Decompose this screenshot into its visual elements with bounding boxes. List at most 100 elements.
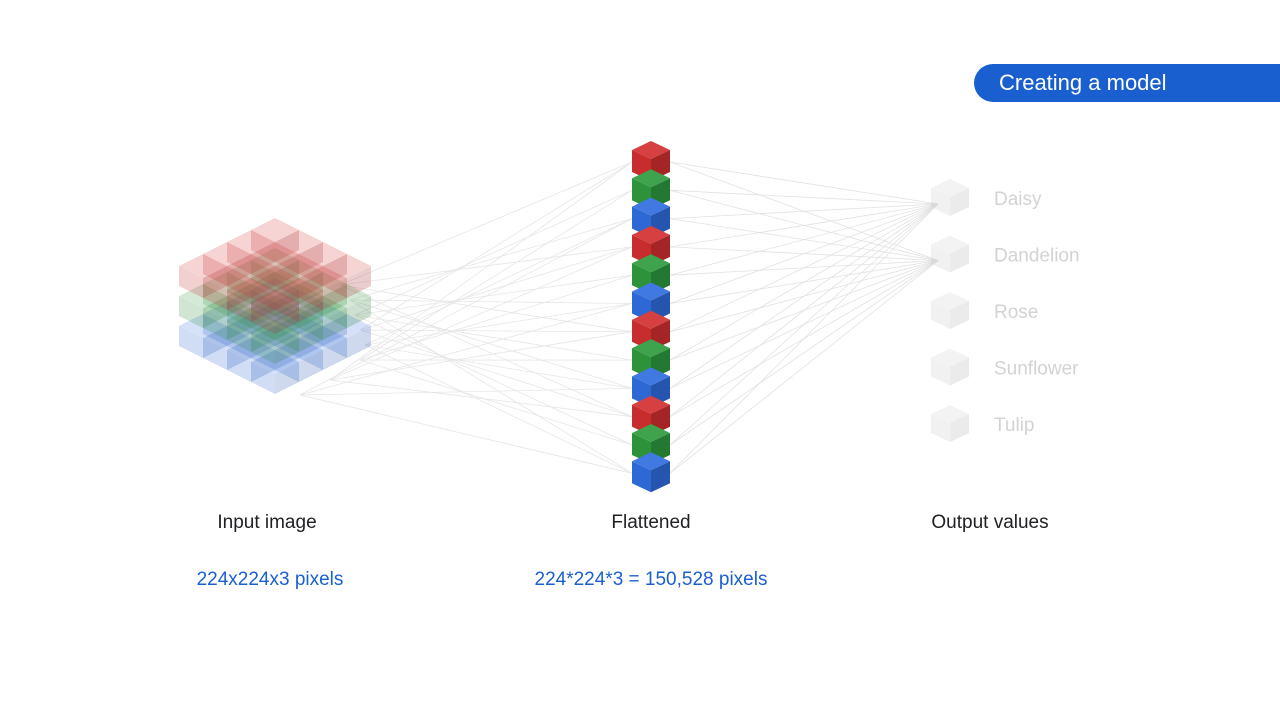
connection-line — [669, 203, 939, 389]
input-pixel-cube — [275, 314, 323, 358]
flattened-size-label: 224*224*3 = 150,528 pixels — [534, 569, 768, 590]
section-title-badge: Creating a model — [974, 64, 1280, 102]
input-pixel-cube — [299, 296, 347, 340]
flattened-column — [632, 141, 670, 493]
connection-line — [669, 161, 939, 205]
input-pixel-cube — [251, 248, 299, 292]
input-pixel-cube — [299, 242, 347, 286]
input-pixel-cube — [179, 254, 227, 298]
input-pixel-cube — [227, 254, 275, 298]
connection-line — [669, 203, 939, 219]
input-image-caption: Input image — [217, 512, 317, 533]
output-class-label: Sunflower — [994, 359, 1079, 380]
connection-line — [359, 359, 633, 446]
input-pixel-cube — [179, 314, 227, 358]
input-pixel-cube — [227, 230, 275, 274]
connection-line — [669, 203, 939, 248]
input-pixel-cube — [203, 296, 251, 340]
output-node-cube — [931, 348, 969, 386]
connection-line — [354, 314, 633, 446]
input-pixel-cube — [251, 290, 299, 334]
input-pixel-cube — [203, 302, 251, 346]
green-channel-layer — [179, 248, 371, 364]
connection-line — [669, 189, 939, 205]
input-pixel-cube — [275, 230, 323, 274]
connection-line — [364, 303, 633, 346]
input-image-cube — [179, 218, 371, 394]
connection-line — [299, 394, 633, 474]
input-pixel-cube — [227, 278, 275, 322]
connection-line — [669, 203, 939, 446]
connection-line — [329, 379, 633, 418]
connection-line — [359, 274, 633, 361]
connection-line — [339, 284, 633, 333]
input-pixel-cube — [251, 320, 299, 364]
connection-line — [359, 329, 633, 418]
input-pixel-cube — [179, 284, 227, 328]
input-pixel-cube — [275, 284, 323, 328]
input-size-label: 224x224x3 pixels — [196, 569, 344, 590]
input-pixel-cube — [275, 278, 323, 322]
output-connection-lines — [669, 161, 939, 474]
connection-line — [669, 203, 939, 474]
connection-line — [669, 260, 939, 474]
connection-line — [359, 189, 633, 361]
input-pixel-cube — [203, 242, 251, 286]
input-pixel-cube — [251, 350, 299, 394]
connection-line — [669, 203, 939, 276]
input-pixel-cube — [227, 338, 275, 382]
connection-line — [359, 161, 633, 331]
input-connection-lines — [299, 161, 633, 474]
input-pixel-cube — [275, 260, 323, 304]
input-pixel-cube — [275, 308, 323, 352]
input-pixel-cube — [251, 278, 299, 322]
input-pixel-cube — [227, 290, 275, 334]
input-pixel-cube — [251, 218, 299, 262]
red-channel-layer — [179, 218, 371, 334]
input-pixel-cube — [275, 338, 323, 382]
input-pixel-cube — [227, 284, 275, 328]
input-pixel-cube — [299, 272, 347, 316]
connection-line — [364, 218, 633, 346]
connection-line — [354, 274, 633, 316]
connection-line — [349, 218, 633, 301]
input-pixel-cube — [251, 242, 299, 286]
input-pixel-cube — [227, 260, 275, 304]
input-pixel-cube — [251, 302, 299, 346]
connection-line — [349, 299, 633, 389]
input-pixel-cube — [203, 272, 251, 316]
output-node-cube — [931, 235, 969, 273]
input-pixel-cube — [275, 290, 323, 334]
flattened-pixel-cube — [632, 424, 670, 464]
output-class-label: Daisy — [994, 189, 1042, 210]
input-pixel-cube — [227, 308, 275, 352]
connection-line — [359, 246, 633, 331]
connection-line — [669, 203, 939, 418]
input-pixel-cube — [203, 266, 251, 310]
input-pixel-cube — [275, 254, 323, 298]
connection-line — [299, 388, 633, 396]
connection-line — [364, 344, 633, 474]
output-values-caption: Output values — [931, 512, 1049, 533]
connection-line — [349, 299, 633, 304]
connection-line — [329, 161, 633, 381]
connection-line — [339, 246, 633, 286]
output-node-cube — [931, 405, 969, 442]
connection-line — [339, 284, 633, 418]
input-pixel-cube — [299, 266, 347, 310]
input-pixel-cube — [227, 314, 275, 358]
output-class-label: Rose — [994, 302, 1038, 323]
connection-line — [669, 203, 939, 304]
input-pixel-cube — [251, 296, 299, 340]
input-pixel-cube — [323, 314, 371, 358]
connection-line — [669, 203, 939, 361]
input-pixel-cube — [251, 266, 299, 310]
flattened-pixel-cube — [632, 254, 670, 295]
input-pixel-cube — [203, 326, 251, 370]
connection-line — [299, 303, 633, 396]
flattened-caption: Flattened — [611, 512, 691, 533]
input-pixel-cube — [299, 302, 347, 346]
connection-line — [359, 329, 633, 333]
output-class-label: Tulip — [994, 415, 1034, 436]
